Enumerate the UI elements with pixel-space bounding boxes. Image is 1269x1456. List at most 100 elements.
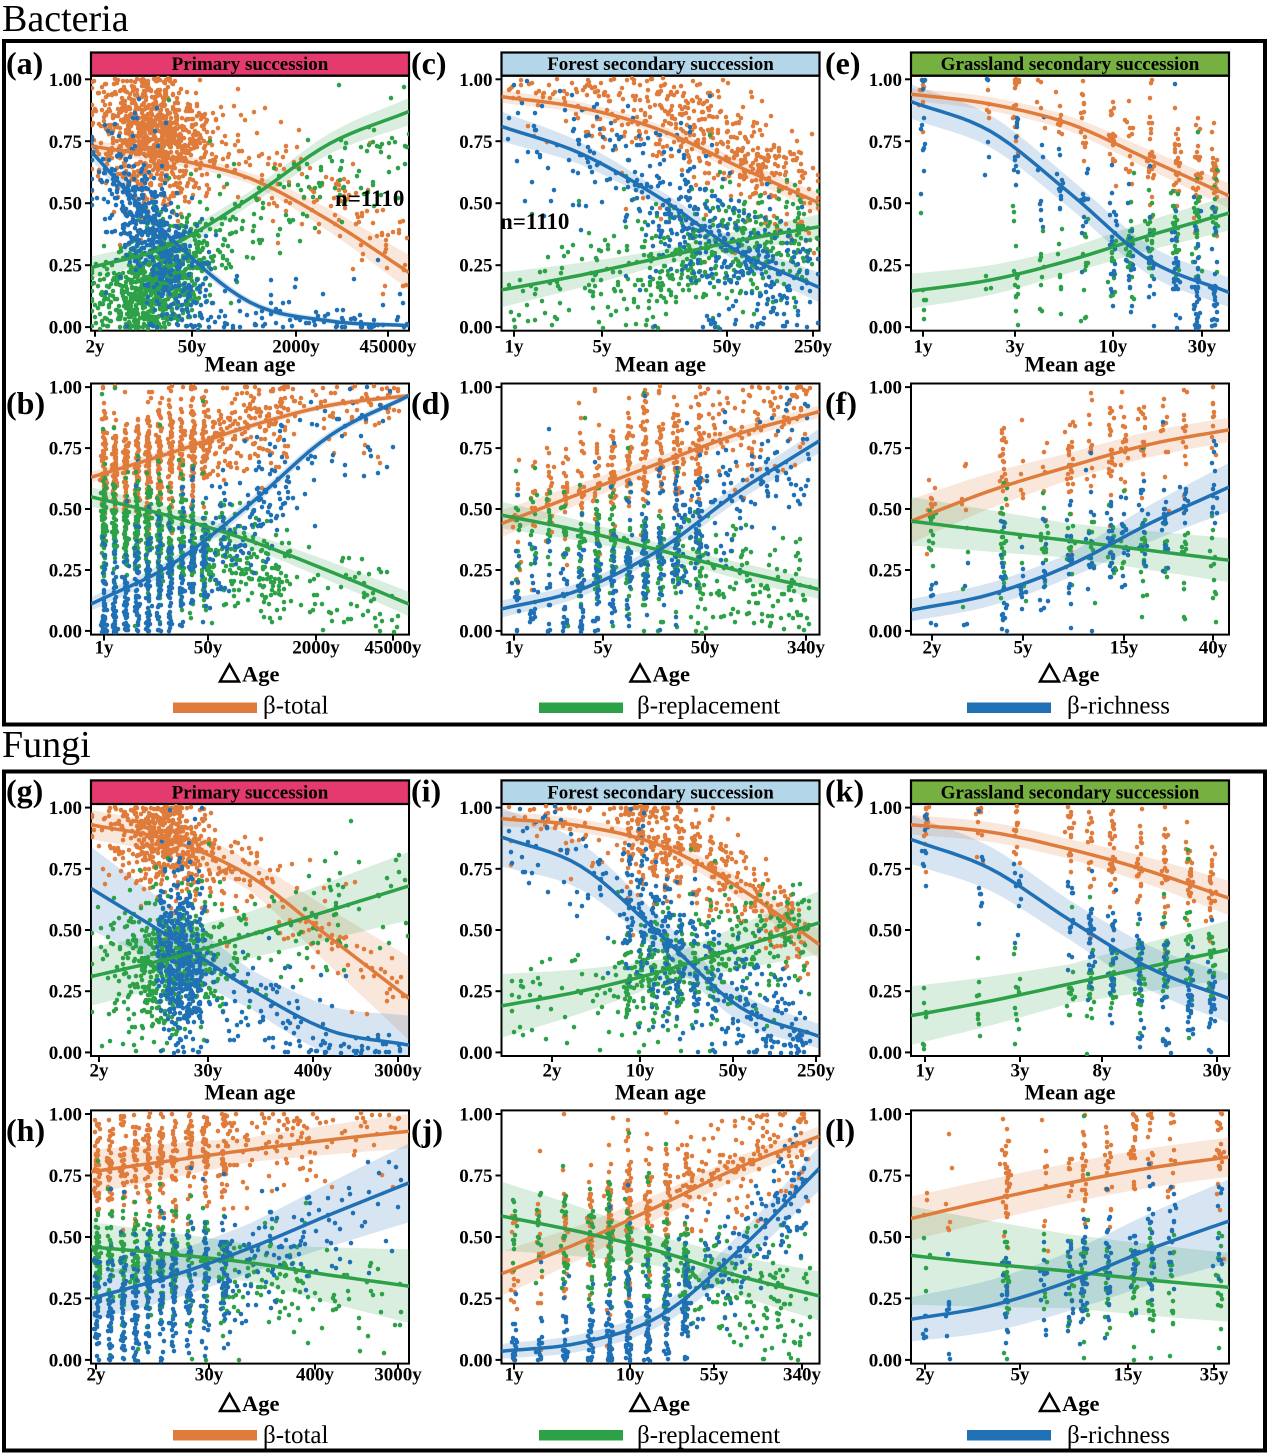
svg-text:0.75: 0.75 [459,1166,492,1187]
svg-text:2000y: 2000y [272,337,320,358]
svg-text:30y: 30y [1188,337,1217,358]
svg-text:n=1110: n=1110 [500,209,569,234]
svg-text:Grassland secondary succession: Grassland secondary succession [941,54,1200,75]
svg-text:(b): (b) [6,385,45,421]
svg-text:0.25: 0.25 [49,561,82,582]
svg-text:50y: 50y [713,337,742,358]
svg-text:55y: 55y [700,1365,729,1386]
svg-text:Mean age: Mean age [615,1080,706,1105]
svg-text:2y: 2y [87,1365,107,1386]
svg-text:0.25: 0.25 [869,982,902,1003]
svg-text:50y: 50y [691,638,720,659]
svg-text:0.50: 0.50 [49,194,82,215]
svg-text:0.50: 0.50 [49,921,82,942]
svg-text:1.00: 1.00 [459,798,492,819]
svg-text:3y: 3y [1006,337,1026,358]
svg-text:30y: 30y [195,1365,224,1386]
svg-text:0.75: 0.75 [459,439,492,460]
svg-text:0.75: 0.75 [869,132,902,153]
svg-text:250y: 250y [797,1061,836,1082]
svg-text:5y: 5y [593,337,613,358]
svg-text:Mean age: Mean age [204,1080,295,1105]
svg-text:1.00: 1.00 [49,378,82,399]
svg-text:2y: 2y [90,1061,110,1082]
svg-text:β-replacement: β-replacement [637,1422,780,1449]
svg-text:0.75: 0.75 [49,439,82,460]
svg-text:(k): (k) [825,773,864,809]
svg-text:1.00: 1.00 [49,1105,82,1126]
svg-text:β-total: β-total [263,1422,329,1449]
svg-text:Age: Age [653,1391,691,1416]
svg-text:β-replacement: β-replacement [637,693,780,720]
svg-text:3000y: 3000y [374,1365,422,1386]
svg-text:30y: 30y [194,1061,223,1082]
svg-text:0.75: 0.75 [49,1166,82,1187]
svg-text:1y: 1y [95,638,115,659]
svg-text:Mean age: Mean age [1024,352,1115,377]
svg-text:0.00: 0.00 [49,1350,82,1371]
svg-text:10y: 10y [626,1061,655,1082]
svg-text:0.00: 0.00 [869,318,902,339]
svg-text:0.75: 0.75 [869,439,902,460]
svg-text:35y: 35y [1200,1365,1229,1386]
svg-text:0.50: 0.50 [459,921,492,942]
svg-text:400y: 400y [296,1365,335,1386]
svg-text:0.00: 0.00 [869,1350,902,1371]
svg-text:0.50: 0.50 [459,1228,492,1249]
svg-text:Age: Age [242,1391,280,1416]
svg-text:Forest secondary succession: Forest secondary succession [547,54,774,75]
svg-text:1.00: 1.00 [869,378,902,399]
svg-text:0.00: 0.00 [459,318,492,339]
svg-text:Fungi: Fungi [2,724,91,766]
svg-text:2y: 2y [543,1061,563,1082]
svg-text:0.25: 0.25 [869,1289,902,1310]
svg-text:Bacteria: Bacteria [2,0,129,40]
svg-text:0.00: 0.00 [49,318,82,339]
svg-text:β-total: β-total [263,693,329,720]
svg-text:n=1110: n=1110 [335,186,404,211]
svg-text:1.00: 1.00 [49,70,82,91]
svg-text:0.00: 0.00 [49,621,82,642]
svg-text:Primary succession: Primary succession [172,783,329,804]
svg-text:0.50: 0.50 [459,194,492,215]
svg-text:0.50: 0.50 [869,500,902,521]
svg-text:2y: 2y [86,337,106,358]
svg-text:3000y: 3000y [374,1061,422,1082]
svg-text:50y: 50y [719,1061,748,1082]
svg-text:45000y: 45000y [365,638,423,659]
svg-text:(f): (f) [825,385,857,421]
svg-text:(i): (i) [411,773,441,809]
svg-text:Grassland secondary succession: Grassland secondary succession [941,783,1200,804]
svg-text:1y: 1y [505,1365,525,1386]
svg-text:0.00: 0.00 [459,621,492,642]
svg-text:Age: Age [1062,662,1100,687]
svg-text:1.00: 1.00 [869,798,902,819]
svg-text:0.75: 0.75 [459,132,492,153]
svg-text:Primary succession: Primary succession [172,54,329,75]
svg-text:10y: 10y [616,1365,645,1386]
svg-text:1y: 1y [505,337,525,358]
svg-text:5y: 5y [594,638,614,659]
svg-text:340y: 340y [787,638,826,659]
svg-text:0.25: 0.25 [49,982,82,1003]
svg-text:0.50: 0.50 [49,1228,82,1249]
svg-text:50y: 50y [178,337,207,358]
svg-text:0.75: 0.75 [869,1166,902,1187]
svg-text:1.00: 1.00 [49,798,82,819]
svg-text:5y: 5y [1011,1365,1031,1386]
svg-text:250y: 250y [794,337,833,358]
svg-text:3y: 3y [1011,1061,1031,1082]
svg-text:1y: 1y [916,1061,936,1082]
svg-text:8y: 8y [1093,1061,1113,1082]
svg-text:1y: 1y [505,638,525,659]
svg-text:0.25: 0.25 [459,1289,492,1310]
svg-text:0.75: 0.75 [49,132,82,153]
svg-text:1.00: 1.00 [459,1105,492,1126]
svg-text:40y: 40y [1199,638,1228,659]
svg-text:0.00: 0.00 [869,1043,902,1064]
svg-text:(l): (l) [825,1112,855,1148]
svg-text:1y: 1y [914,337,934,358]
svg-text:0.75: 0.75 [459,859,492,880]
svg-text:0.00: 0.00 [49,1043,82,1064]
svg-text:50y: 50y [194,638,223,659]
